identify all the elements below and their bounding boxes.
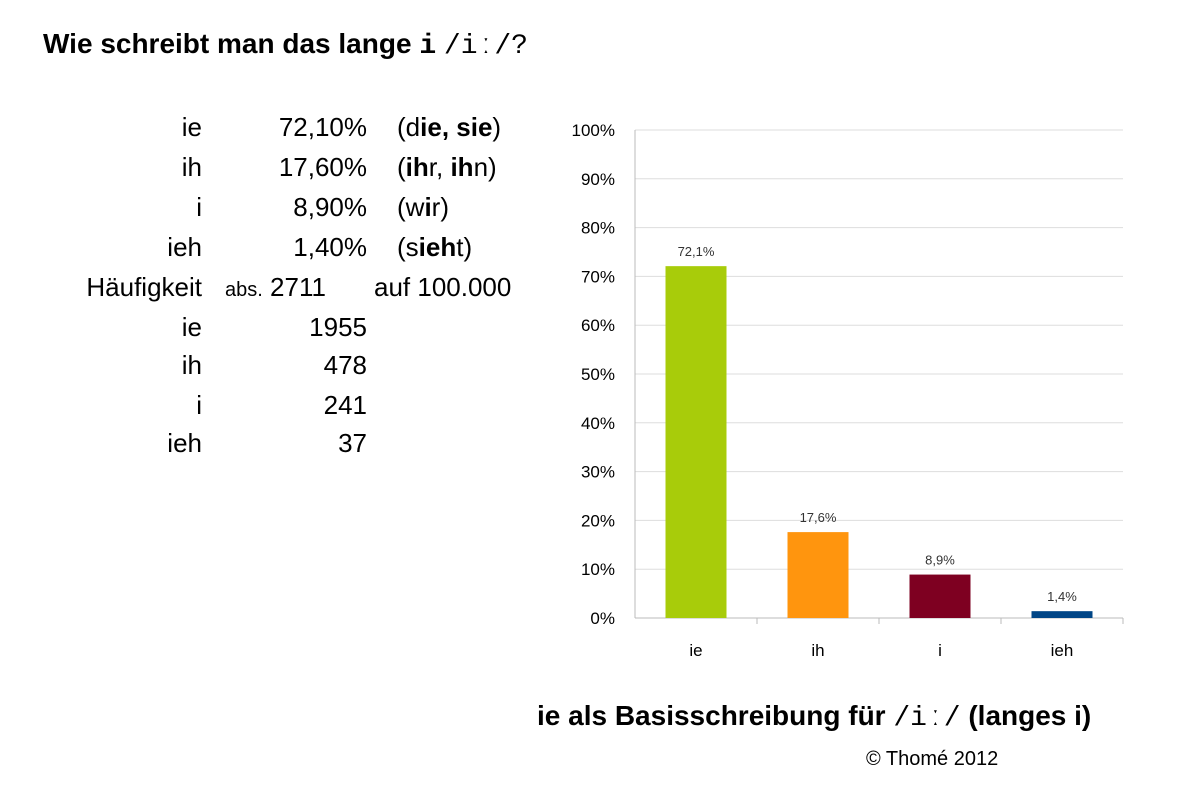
count-label-i: i — [196, 390, 202, 420]
example-part: (d — [397, 112, 421, 142]
y-tick-label: 100% — [572, 121, 615, 140]
example-bold: ie — [470, 112, 493, 142]
pct-value-ieh: 1,40% — [293, 232, 367, 262]
y-tick-label: 0% — [590, 609, 615, 628]
y-tick-label: 40% — [581, 414, 615, 433]
title-ipa: /iː/? — [443, 31, 528, 62]
y-tick-label: 50% — [581, 365, 615, 384]
x-tick-label: ieh — [1051, 641, 1074, 660]
y-tick-label: 30% — [581, 463, 615, 482]
bar-i — [909, 574, 971, 618]
example-part: (w — [397, 192, 425, 222]
frequency-label: Häufigkeit — [86, 272, 202, 302]
pct-label-ie: ie — [181, 112, 202, 142]
pct-label-ieh: ieh — [167, 232, 202, 262]
pct-value-ie: 72,10% — [278, 112, 367, 142]
y-tick-label: 20% — [581, 511, 615, 530]
data-label: 8,9% — [925, 553, 955, 568]
subtitle-ipa: /iː/ — [893, 703, 961, 734]
example-bold: ie — [420, 112, 442, 142]
bar-chart: 0% 10% 20% 30% 40% 50% 60% 70% 80% 90% 100% 72,1% ie… — [572, 121, 1124, 660]
data-label: 1,4% — [1047, 589, 1077, 604]
x-tick-label: ih — [811, 641, 824, 660]
count-value-ieh: 37 — [338, 428, 367, 458]
pct-example-i: (wir) — [397, 192, 449, 223]
subtitle-tail: (langes i) — [960, 700, 1092, 731]
pct-label-ih: ih — [181, 152, 202, 182]
count-value-i: 241 — [323, 390, 367, 420]
title-text: Wie schreibt man das lange — [43, 28, 420, 59]
y-tick-label: 70% — [581, 267, 615, 286]
data-label: 72,1% — [678, 244, 715, 259]
y-tick-label: 60% — [581, 316, 615, 335]
bar-ieh — [1031, 611, 1093, 618]
data-label: 17,6% — [800, 510, 837, 525]
pct-example-ie: (die, sie) — [397, 112, 501, 143]
chart-subtitle: ie als Basisschreibung für /iː/ (langes … — [537, 700, 1091, 734]
example-part: ( — [397, 152, 406, 182]
frequency-value-group: abs. 2711 — [225, 272, 326, 303]
bar-ih — [787, 532, 849, 618]
y-tick-label: 80% — [581, 219, 615, 238]
pct-label-i: i — [196, 192, 202, 222]
subtitle-lead: ie als Basisschreibung für — [537, 700, 894, 731]
y-tick-label: 10% — [581, 560, 615, 579]
example-part: n) — [473, 152, 497, 182]
x-tick-label: i — [938, 641, 942, 660]
example-part: (s — [397, 232, 419, 262]
frequency-value: 2711 — [270, 272, 326, 302]
example-bold: i — [424, 192, 432, 222]
copyright: © Thomé 2012 — [866, 748, 999, 770]
y-tick-label: 90% — [581, 170, 615, 189]
count-value-ih: 478 — [323, 350, 367, 380]
frequency-prefix: abs. — [225, 279, 263, 301]
count-label-ih: ih — [181, 350, 202, 380]
example-part: r) — [431, 192, 449, 222]
frequency-suffix: auf 100.000 — [374, 272, 512, 302]
x-tick-label: ie — [689, 641, 702, 660]
pct-example-ih: (ihr, ihn) — [397, 152, 497, 183]
example-part: r, — [428, 152, 451, 182]
page-title: Wie schreibt man das lange i /iː/? — [43, 28, 528, 62]
pct-value-ih: 17,60% — [278, 152, 367, 182]
bar-ie — [665, 266, 727, 618]
example-bold: ieh — [418, 232, 457, 262]
title-glyph: i — [419, 31, 437, 62]
count-label-ieh: ieh — [167, 428, 202, 458]
example-bold: ih — [405, 152, 429, 182]
example-part: ) — [492, 112, 502, 142]
pct-example-ieh: (sieht) — [397, 232, 472, 263]
count-value-ie: 1955 — [309, 312, 367, 342]
example-part: t) — [456, 232, 473, 262]
pct-value-i: 8,90% — [293, 192, 367, 222]
example-bold: ih — [450, 152, 474, 182]
example-part: , s — [441, 112, 471, 142]
count-label-ie: ie — [181, 312, 202, 342]
